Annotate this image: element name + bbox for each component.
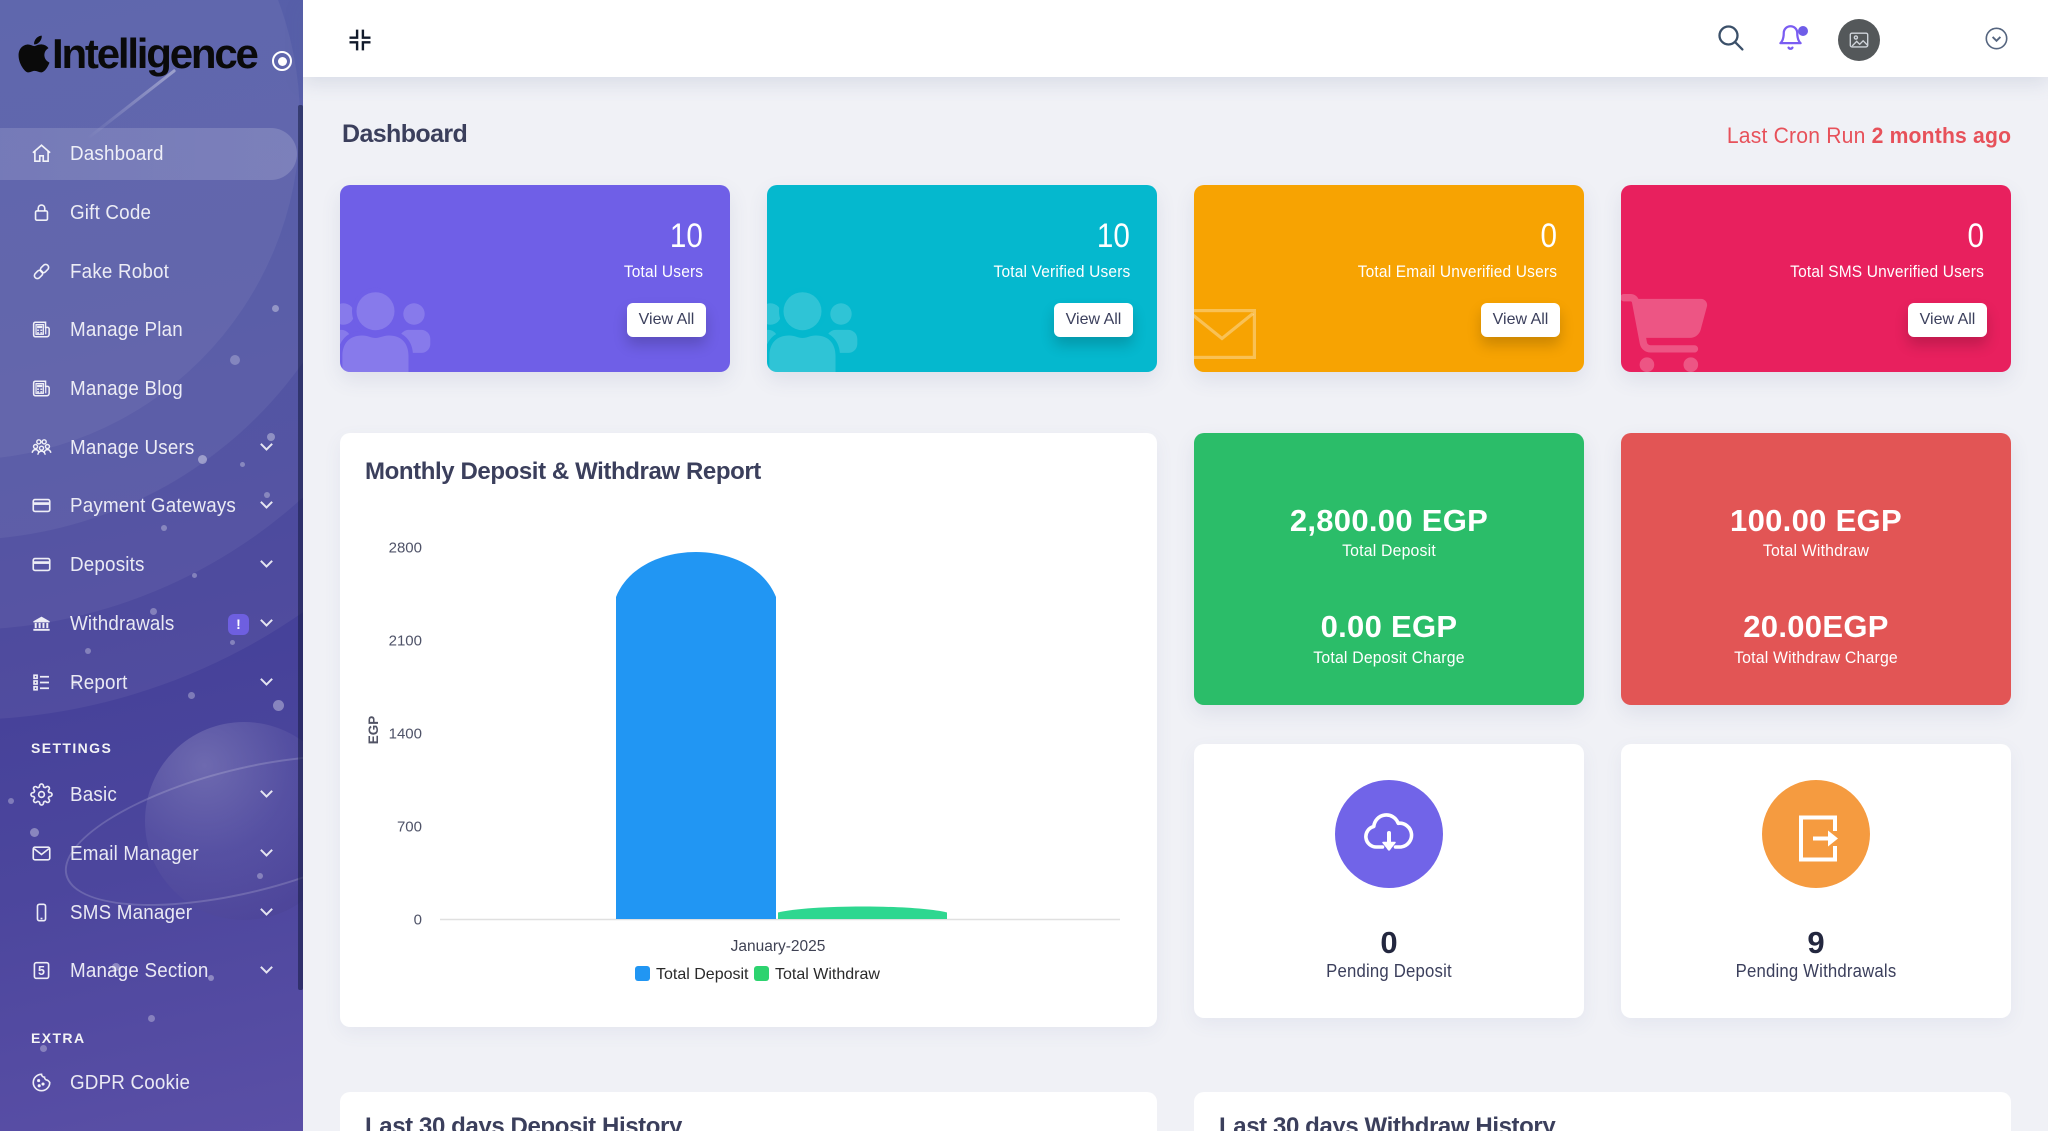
svg-text:EGP: EGP <box>366 716 381 745</box>
svg-text:2800: 2800 <box>389 540 422 557</box>
svg-text:0: 0 <box>414 912 422 929</box>
svg-text:Total Deposit: Total Deposit <box>656 966 749 983</box>
svg-text:Total Withdraw: Total Withdraw <box>775 966 880 983</box>
svg-text:700: 700 <box>397 819 422 836</box>
svg-text:1400: 1400 <box>389 726 422 743</box>
svg-text:January-2025: January-2025 <box>731 938 826 955</box>
svg-text:5: 5 <box>38 964 45 978</box>
svg-text:2100: 2100 <box>389 633 422 650</box>
